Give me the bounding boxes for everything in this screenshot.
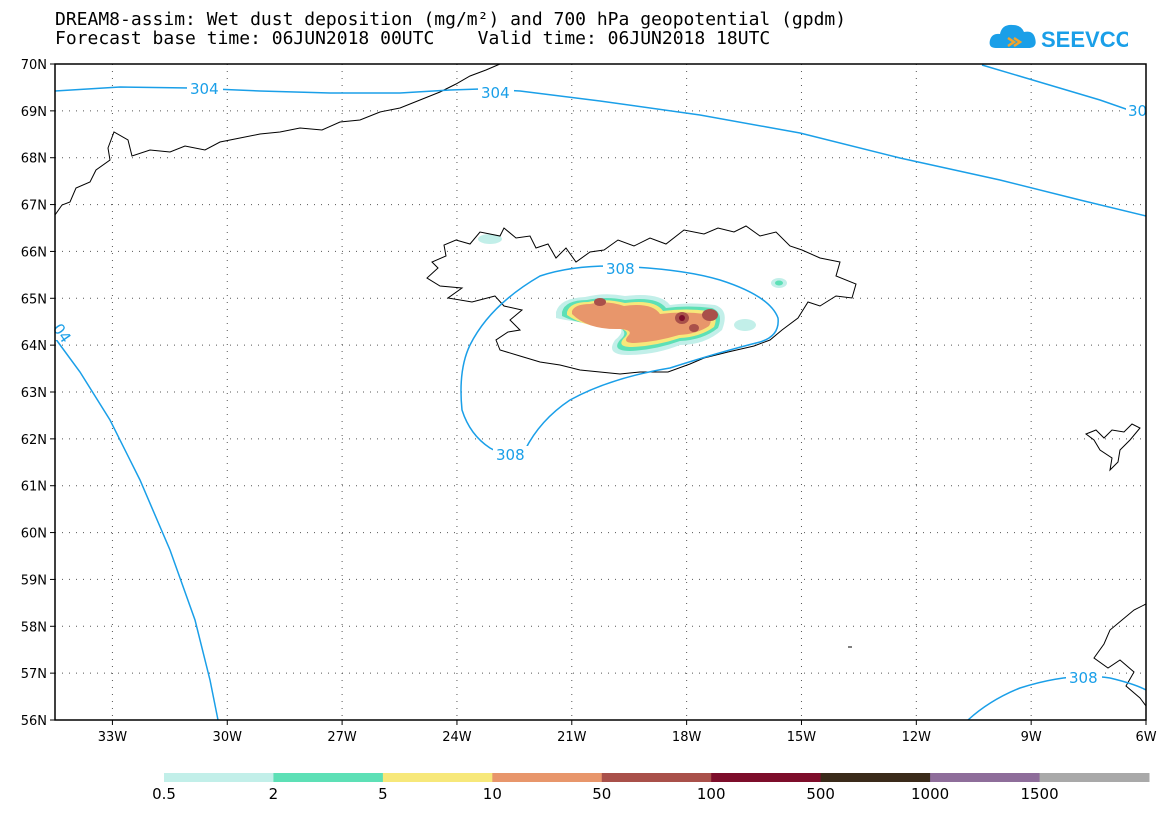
lon-label: 33W <box>98 730 128 745</box>
colorbar-swatch <box>820 773 931 782</box>
lon-label: 6W <box>1135 730 1156 745</box>
colorbar-level-label: 1500 <box>1020 785 1058 803</box>
graticule <box>50 63 1147 725</box>
lat-label: 65N <box>21 292 47 307</box>
colorbar-level-label: 5 <box>378 785 388 803</box>
lon-label: 15W <box>787 730 817 745</box>
longitude-labels: 33W 30W 27W 24W 21W 18W 15W 12W 9W 6W <box>98 730 1157 745</box>
lat-label: 57N <box>21 667 47 682</box>
lat-label: 70N <box>21 58 47 73</box>
contour-label-30: 30 <box>1128 102 1147 120</box>
colorbar-level-label: 500 <box>806 785 835 803</box>
colorbar-level-label: 2 <box>269 785 279 803</box>
colorbar-level-label: 10 <box>483 785 502 803</box>
colorbar-swatch <box>273 773 384 782</box>
contour-label-304-b: 304 <box>481 84 510 102</box>
lat-label: 60N <box>21 527 47 542</box>
colorbar-level-label: 100 <box>697 785 726 803</box>
dust-deposition-field <box>478 234 787 355</box>
coastlines <box>54 63 1147 707</box>
colorbar-swatch <box>492 773 603 782</box>
seevccc-logo: SEEVCCC <box>989 24 1128 52</box>
colorbar-level-label: 0.5 <box>152 785 176 803</box>
colorbar-swatch <box>382 773 493 782</box>
map-title-line2: Forecast base time: 06JUN2018 00UTC Vali… <box>55 28 771 49</box>
lon-label: 24W <box>442 730 472 745</box>
latitude-labels: 56N 57N 58N 59N 60N 61N 62N 63N 64N 65N 66N 67N 68N 6… <box>21 58 47 729</box>
lat-label: 61N <box>21 480 47 495</box>
lat-label: 62N <box>21 433 47 448</box>
lat-label: 69N <box>21 105 47 120</box>
lat-label: 66N <box>21 245 47 260</box>
lon-label: 12W <box>902 730 932 745</box>
lat-label: 64N <box>21 339 47 354</box>
contour-labels: 304 304 30 04 308 308 308 <box>49 80 1147 687</box>
colorbar-level-label: 50 <box>592 785 611 803</box>
contour-label-308-c: 308 <box>1069 669 1098 687</box>
lat-label: 63N <box>21 386 47 401</box>
contour-label-308-a: 308 <box>606 260 635 278</box>
contour-label-308-b: 308 <box>496 446 525 464</box>
lat-label: 58N <box>21 620 47 635</box>
colorbar-swatch <box>1039 773 1150 782</box>
lat-label: 67N <box>21 199 47 214</box>
colorbar-swatch <box>930 773 1041 782</box>
colorbar-swatch <box>711 773 822 782</box>
map-title-line1: DREAM8-assim: Wet dust deposition (mg/m²… <box>55 9 847 30</box>
map-frame <box>54 63 1147 721</box>
svg-text:SEEVCCC: SEEVCCC <box>1041 27 1128 52</box>
lat-label: 68N <box>21 152 47 167</box>
colorbar-swatch <box>164 773 274 782</box>
lon-label: 30W <box>213 730 243 745</box>
colorbar-level-label: 1000 <box>911 785 949 803</box>
lon-label: 9W <box>1021 730 1042 745</box>
lon-label: 21W <box>557 730 587 745</box>
lat-label: 59N <box>21 573 47 588</box>
contour-label-304-a: 304 <box>190 80 219 98</box>
lon-label: 27W <box>327 730 357 745</box>
lat-label: 56N <box>21 714 47 729</box>
lon-label: 18W <box>672 730 702 745</box>
colorbar-swatch <box>601 773 712 782</box>
